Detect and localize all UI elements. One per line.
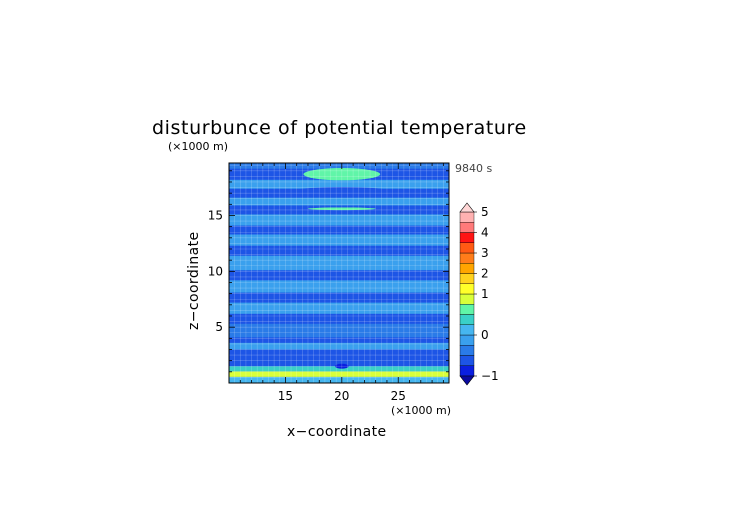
colorbar-swatch [459, 222, 475, 233]
contour-band [229, 342, 449, 350]
colorbar-swatch [459, 232, 475, 243]
colorbar-swatch [459, 263, 475, 274]
contour-band [229, 179, 449, 189]
contour-band [229, 349, 449, 367]
grid-lines [229, 163, 449, 383]
colorbar-tick-label: 4 [481, 226, 489, 240]
colorbar-tick-label: 0 [481, 328, 489, 342]
contour-band [229, 292, 449, 303]
x-axis-label: x−coordinate [287, 424, 387, 440]
colorbar-swatch [459, 304, 475, 315]
colorbar-tick-label: 3 [481, 246, 489, 260]
colorbar-extend-max [459, 202, 475, 213]
colorbar-swatch [459, 273, 475, 284]
contour-blob [303, 168, 381, 181]
colorbar-swatch [459, 324, 475, 336]
chart-title: disturbunce of potential temperature [152, 117, 527, 139]
colorbar-swatch [459, 355, 475, 366]
y-tick-label: 5 [215, 320, 223, 334]
y-tick-label: 10 [208, 264, 223, 278]
colorbar-swatch [459, 334, 475, 346]
x-tick-label: 15 [278, 389, 293, 403]
x-axis: 15 20 25 [239, 163, 444, 403]
contour-band [229, 197, 449, 206]
plot-frame [228, 162, 450, 384]
x-tick-label: 20 [334, 389, 349, 403]
colorbar-swatch [459, 314, 475, 325]
contour-band [229, 163, 449, 169]
contour-band [229, 255, 449, 271]
contour-blob [307, 207, 376, 211]
contour-band [229, 313, 449, 324]
contour-blob [335, 363, 349, 369]
colorbar: 5 4 3 2 1 0 −1 [459, 202, 499, 386]
contour-band [229, 214, 449, 226]
x-unit-label: (×1000 m) [391, 404, 451, 417]
contour-band [229, 302, 449, 314]
y-axis-label: z−coordinate [186, 231, 202, 330]
colorbar-swatch [459, 365, 475, 377]
y-tick-label: 15 [208, 208, 223, 222]
y-axis: 5 10 15 [208, 170, 449, 373]
time-label: 9840 s [455, 162, 492, 175]
contour-blob [289, 187, 394, 198]
colorbar-tick-label: 1 [481, 287, 489, 301]
contour-band [229, 323, 449, 338]
colorbar-tick-label: −1 [481, 369, 499, 383]
contour-band [229, 371, 449, 377]
colorbar-swatch [459, 252, 475, 264]
x-tick-label: 25 [391, 389, 406, 403]
colorbar-extend-min [459, 375, 475, 386]
colorbar-swatch [459, 345, 475, 356]
colorbar-swatch [459, 283, 475, 295]
contour-band [229, 337, 449, 343]
contour-field [229, 163, 449, 383]
colorbar-swatch [459, 293, 475, 305]
colorbar-swatch [459, 211, 475, 223]
colorbar-swatch [459, 242, 475, 254]
contour-band [229, 366, 449, 372]
y-unit-label: (×1000 m) [168, 140, 228, 153]
contour-band [229, 225, 449, 235]
contour-band [229, 234, 449, 246]
contour-band [229, 280, 449, 293]
contour-band [229, 270, 449, 281]
colorbar-tick-label: 2 [481, 267, 489, 281]
contour-band [229, 376, 449, 383]
contour-band [229, 245, 449, 256]
colorbar-tick-label: 5 [481, 205, 489, 219]
